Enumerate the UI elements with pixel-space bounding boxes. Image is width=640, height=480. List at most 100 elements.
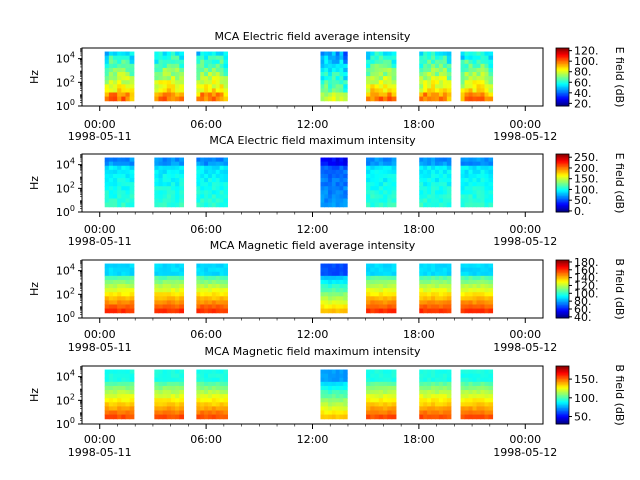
spectrogram-cell <box>108 267 114 273</box>
spectrogram-cell <box>480 381 486 387</box>
spectrogram-cell <box>438 161 444 167</box>
colorbar-swatch <box>556 101 569 104</box>
spectrogram-cell <box>125 373 131 379</box>
spectrogram-cell <box>370 398 376 403</box>
spectrogram-cell <box>328 59 333 65</box>
spectrogram-cell <box>121 169 127 175</box>
spectrogram-cell <box>438 80 444 85</box>
spectrogram-cell <box>366 88 371 94</box>
y-axis-label: Hz <box>28 176 41 190</box>
spectrogram-cell <box>339 292 344 297</box>
spectrogram-cell <box>208 80 213 85</box>
spectrogram-cell <box>162 157 168 163</box>
spectrogram-cell <box>460 88 466 94</box>
spectrogram-cell <box>324 267 329 273</box>
spectrogram-cell <box>460 190 466 195</box>
spectrogram-cell <box>113 414 118 420</box>
spectrogram-cell <box>215 55 221 61</box>
spectrogram-cell <box>320 157 325 163</box>
spectrogram-cell <box>484 414 490 420</box>
spectrogram-cell <box>219 385 225 391</box>
spectrogram-cell <box>391 157 397 163</box>
spectrogram-cell <box>208 288 213 293</box>
colorbar-swatch <box>556 81 569 84</box>
colorbar-swatch <box>556 390 569 393</box>
spectrogram-cell <box>170 300 176 306</box>
spectrogram-cell <box>378 296 384 301</box>
spectrogram-cell <box>125 300 131 306</box>
spectrogram-cell <box>175 284 180 289</box>
spectrogram-cell <box>383 63 388 69</box>
spectrogram-cell <box>170 182 176 187</box>
spectrogram-cell <box>366 406 371 412</box>
colorbar-swatch <box>556 397 569 400</box>
spectrogram-cell <box>170 398 176 403</box>
y-tick-base: 10 <box>56 371 70 384</box>
spectrogram-cell <box>211 178 217 183</box>
spectrogram-cell <box>117 198 122 204</box>
spectrogram-cell <box>343 190 348 195</box>
spectrogram-cell <box>480 63 486 69</box>
spectrogram-cell <box>366 161 371 167</box>
y-tick-exponent: 2 <box>70 392 75 401</box>
spectrogram-cell <box>121 406 127 412</box>
spectrogram-cell <box>125 414 131 420</box>
spectrogram-cell <box>366 92 371 98</box>
spectrogram-cell <box>339 284 344 289</box>
colorbar-swatch <box>556 183 569 185</box>
spectrogram-cell <box>427 410 432 416</box>
spectrogram-cell <box>179 377 185 383</box>
spectrogram-cell <box>391 80 397 85</box>
spectrogram-cell <box>383 394 388 399</box>
spectrogram-cell <box>423 398 428 403</box>
spectrogram-cell <box>431 300 436 306</box>
spectrogram-cell <box>391 96 397 102</box>
spectrogram-cell <box>427 377 432 383</box>
spectrogram-cell <box>484 267 490 273</box>
colorbar-swatch <box>556 280 569 283</box>
spectrogram-cell <box>335 173 341 179</box>
spectrogram-cell <box>196 381 201 387</box>
colorbar-swatch <box>556 66 569 69</box>
spectrogram-cell <box>480 292 486 297</box>
spectrogram-cell <box>117 406 122 412</box>
spectrogram-cell <box>335 373 341 379</box>
spectrogram-cell <box>320 72 325 77</box>
spectrogram-cell <box>383 390 388 395</box>
spectrogram-cell <box>442 67 448 73</box>
spectrogram-cell <box>366 96 371 102</box>
spectrogram-cell <box>370 178 376 183</box>
colorbar-swatch <box>556 262 569 265</box>
spectrogram-cell <box>472 390 478 395</box>
spectrogram-cell <box>179 173 185 179</box>
y-tick-exponent: 4 <box>70 51 75 60</box>
spectrogram-cell <box>113 263 118 269</box>
spectrogram-cell <box>339 394 344 399</box>
spectrogram-cell <box>219 182 225 187</box>
spectrogram-cell <box>324 300 329 306</box>
spectrogram-cell <box>464 402 470 407</box>
spectrogram-cell <box>378 157 384 163</box>
spectrogram-cell <box>328 63 333 69</box>
spectrogram-cell <box>378 300 384 306</box>
spectrogram-cell <box>113 292 118 297</box>
spectrogram-cell <box>472 275 478 281</box>
spectrogram-cell <box>113 410 118 416</box>
spectrogram-cell <box>446 55 452 61</box>
spectrogram-cell <box>464 55 470 61</box>
y-tick-base: 10 <box>56 76 70 89</box>
spectrogram-cell <box>158 84 164 89</box>
spectrogram-cell <box>200 76 205 81</box>
spectrogram-cell <box>387 402 393 407</box>
spectrogram-cell <box>387 414 393 420</box>
spectrogram-cell <box>208 304 213 310</box>
spectrogram-cell <box>121 292 127 297</box>
spectrogram-block <box>154 369 185 420</box>
y-tick-base: 10 <box>56 182 70 195</box>
spectrogram-cell <box>223 178 228 183</box>
spectrogram-cell <box>129 186 135 191</box>
spectrogram-cell <box>125 398 131 403</box>
spectrogram-cell <box>324 63 329 69</box>
spectrogram-cell <box>370 275 376 281</box>
spectrogram-cell <box>219 161 225 167</box>
